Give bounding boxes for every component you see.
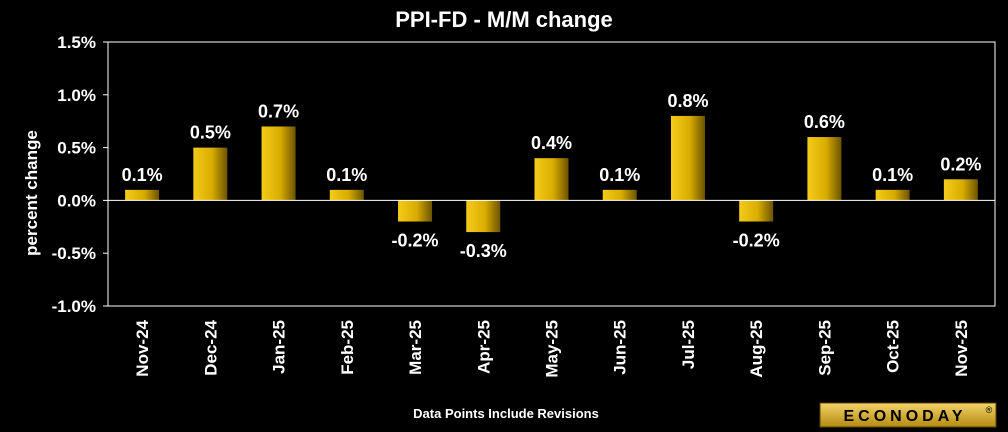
footnote: Data Points Include Revisions xyxy=(413,406,599,421)
chart-title: PPI-FD - M/M change xyxy=(395,7,613,32)
bar xyxy=(670,115,705,201)
y-tick-label: 0.5% xyxy=(57,139,96,158)
data-label: 0.8% xyxy=(667,91,708,111)
bar xyxy=(466,200,501,233)
x-tick-label: Feb-25 xyxy=(338,320,357,375)
data-label: -0.2% xyxy=(733,231,780,251)
y-tick-label: -1.0% xyxy=(52,297,96,316)
y-tick-label: 1.0% xyxy=(57,86,96,105)
data-label: 0.7% xyxy=(258,101,299,121)
plot-area-border xyxy=(107,41,996,307)
x-tick-label: Dec-24 xyxy=(201,319,220,375)
data-label: -0.3% xyxy=(460,241,507,261)
bar xyxy=(739,200,774,222)
x-axis-ticks: Nov-24 Dec-24 Jan-25 Feb-25 Mar-25 Apr-25 May-… xyxy=(133,319,971,377)
bar xyxy=(193,147,228,201)
logo-registered-mark: ® xyxy=(986,405,993,415)
bar xyxy=(329,189,364,201)
x-tick-label: Oct-25 xyxy=(884,320,903,373)
data-label: 0.1% xyxy=(872,165,913,185)
x-tick-label: Nov-25 xyxy=(952,320,971,377)
x-tick-label: Nov-24 xyxy=(133,319,152,376)
x-tick-label: Mar-25 xyxy=(406,320,425,375)
y-axis-ticks: -1.0% -0.5% 0.0% 0.5% 1.0% 1.5% xyxy=(52,33,108,316)
x-tick-label: Aug-25 xyxy=(747,320,766,378)
x-tick-label: Sep-25 xyxy=(815,320,834,376)
x-tick-label: Jun-25 xyxy=(611,320,630,375)
bars xyxy=(108,115,995,233)
data-label: 0.1% xyxy=(326,165,367,185)
data-labels: 0.1% 0.5% 0.7% 0.1% -0.2% -0.3% 0.4% 0.1% 0.8% -0… xyxy=(122,91,982,261)
x-tick-label: May-25 xyxy=(543,320,562,378)
bar xyxy=(807,137,842,201)
bar xyxy=(398,200,433,222)
y-tick-label: 1.5% xyxy=(57,33,96,52)
bar xyxy=(943,179,978,201)
x-tick-label: Apr-25 xyxy=(474,320,493,374)
data-label: 0.2% xyxy=(940,154,981,174)
data-label: 0.4% xyxy=(531,133,572,153)
y-tick-label: -0.5% xyxy=(52,244,96,263)
logo-text: ECONODAY xyxy=(844,408,967,425)
data-label: 0.1% xyxy=(122,165,163,185)
y-tick-label: 0.0% xyxy=(57,191,96,210)
econoday-logo: ECONODAY ® xyxy=(819,402,997,428)
data-label: -0.2% xyxy=(392,231,439,251)
data-label: 0.6% xyxy=(804,112,845,132)
bar xyxy=(125,189,160,201)
bar xyxy=(261,126,296,201)
data-label: 0.1% xyxy=(599,165,640,185)
y-axis-label: percent change xyxy=(22,130,41,256)
bar xyxy=(602,189,637,201)
bar xyxy=(875,189,910,201)
x-tick-label: Jul-25 xyxy=(679,320,698,369)
bar xyxy=(534,158,569,201)
x-tick-label: Jan-25 xyxy=(270,320,289,374)
data-label: 0.5% xyxy=(190,123,231,143)
